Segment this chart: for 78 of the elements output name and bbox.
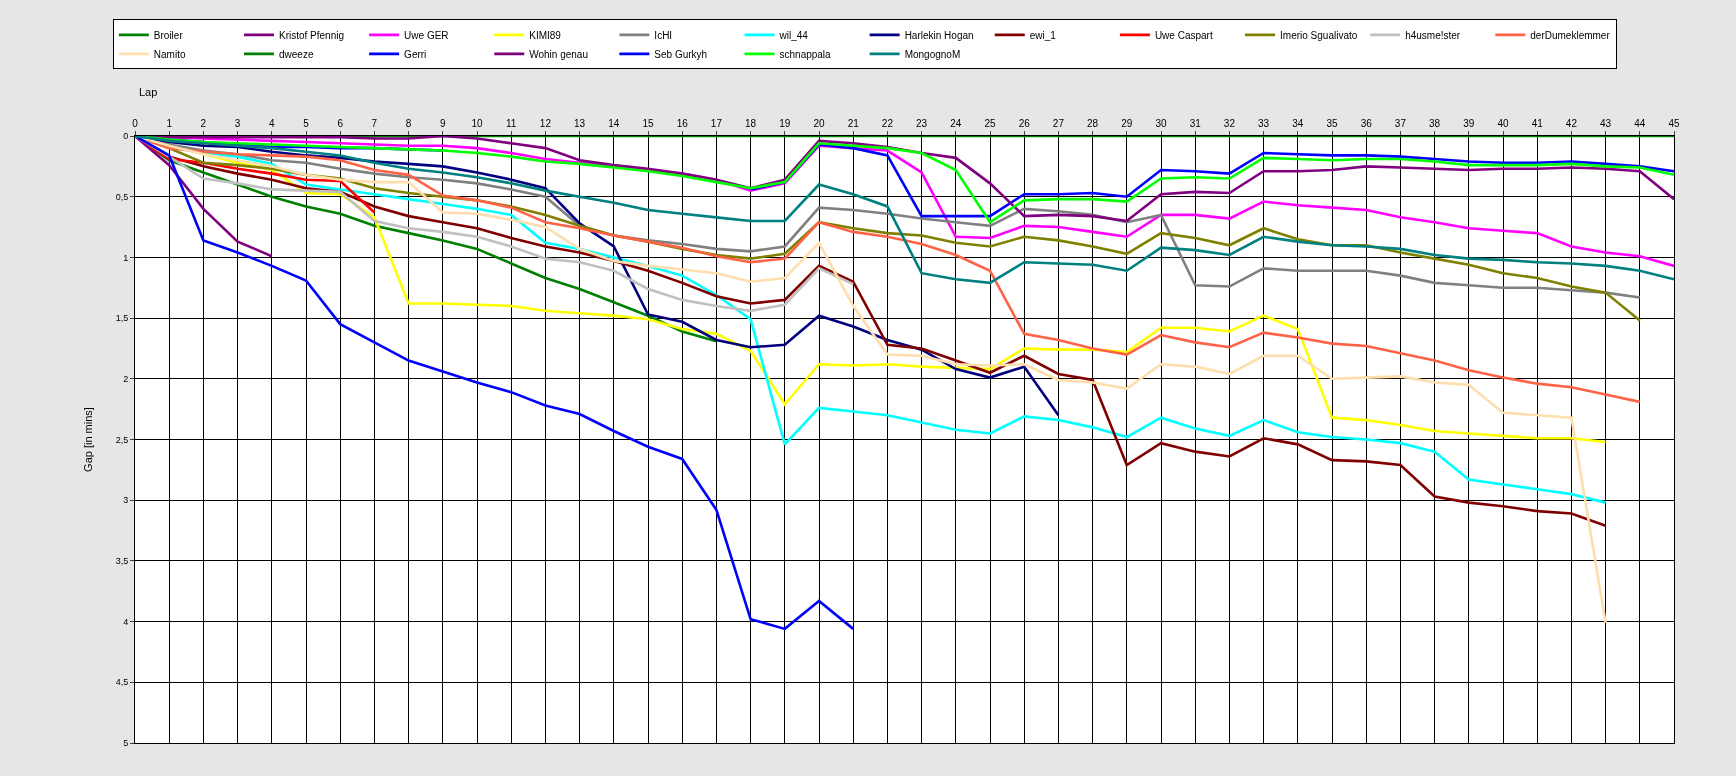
legend-label: KIMI89 <box>529 29 562 41</box>
x-tick-label: 17 <box>710 118 723 129</box>
y-tick-label: 3,5 <box>115 556 129 567</box>
x-tick-label: 6 <box>337 118 344 129</box>
x-tick-label: 24 <box>950 118 962 129</box>
x-tick-label: 18 <box>745 118 757 129</box>
x-tick-label: 2 <box>200 118 207 129</box>
y-tick-label: 2,5 <box>115 434 129 445</box>
legend-label: MongognoM <box>904 48 961 60</box>
x-tick-label: 15 <box>642 118 654 129</box>
y-tick-label: 1,5 <box>115 313 129 324</box>
x-tick-label: 4 <box>269 118 276 129</box>
y-tick-label: 4,5 <box>115 677 129 688</box>
legend-label: Seb Gurkyh <box>654 48 708 60</box>
y-tick-label: 0 <box>123 131 129 142</box>
x-tick-label: 42 <box>1565 118 1578 129</box>
x-tick-label: 5 <box>303 118 310 129</box>
x-tick-label: 13 <box>574 118 586 129</box>
legend-label: Gerri <box>404 48 427 60</box>
x-tick-label: 41 <box>1531 118 1544 129</box>
legend-label: Broiler <box>153 29 184 41</box>
x-tick-label: 23 <box>916 118 928 129</box>
x-tick-label: 28 <box>1087 118 1099 129</box>
legend-label: ewi_1 <box>1029 29 1057 41</box>
y-tick-label: 1 <box>123 252 129 263</box>
x-tick-label: 14 <box>608 118 620 129</box>
x-tick-label: 31 <box>1189 118 1202 129</box>
x-tick-label: 20 <box>813 118 825 129</box>
y-tick-label: 2 <box>123 373 129 384</box>
legend-label: Uwe Caspart <box>1154 29 1213 41</box>
x-tick-label: 45 <box>1668 118 1680 129</box>
x-tick-label: 0 <box>132 118 139 129</box>
x-tick-label: 40 <box>1497 118 1509 129</box>
y-tick-label: 3 <box>123 495 129 506</box>
x-tick-label: 3 <box>234 118 241 129</box>
x-tick-label: 33 <box>1258 118 1270 129</box>
y-tick-label: 5 <box>123 738 129 749</box>
x-tick-label: 44 <box>1634 118 1646 129</box>
x-tick-label: 7 <box>371 118 378 129</box>
legend-label: Namito <box>153 48 186 60</box>
legend-label: IcHI <box>654 29 673 41</box>
x-tick-label: 38 <box>1429 118 1441 129</box>
y-axis-title: Gap [in mins] <box>82 407 95 472</box>
x-tick-label: 26 <box>1018 118 1031 129</box>
x-tick-label: 11 <box>506 118 517 129</box>
legend-label: dweeze <box>278 48 314 60</box>
x-tick-label: 30 <box>1155 118 1167 129</box>
y-tick-label: 4 <box>123 616 129 627</box>
x-tick-label: 39 <box>1463 118 1475 129</box>
legend-label: h4usme!ster <box>1405 29 1461 41</box>
x-tick-label: 27 <box>1052 118 1065 129</box>
x-tick-label: 9 <box>440 118 447 129</box>
legend-label: derDumeklemmer <box>1530 29 1611 41</box>
legend-label: Imerio Sgualivato <box>1280 29 1358 41</box>
legend-label: Harlekin Hogan <box>904 29 974 41</box>
legend-label: Kristof Pfennig <box>278 29 345 41</box>
x-tick-label: 25 <box>984 118 996 129</box>
x-tick-label: 35 <box>1326 118 1338 129</box>
x-tick-label: 8 <box>405 118 412 129</box>
x-tick-label: 43 <box>1600 118 1612 129</box>
legend-label: Uwe GER <box>404 29 449 41</box>
x-tick-label: 21 <box>847 118 860 129</box>
x-tick-label: 10 <box>471 118 483 129</box>
x-tick-label: 22 <box>881 118 894 129</box>
x-tick-label: 37 <box>1394 118 1407 129</box>
x-tick-label: 16 <box>676 118 689 129</box>
legend-label: schnappala <box>779 48 832 60</box>
x-tick-label: 29 <box>1121 118 1133 129</box>
x-tick-label: 1 <box>166 118 173 129</box>
legend-label: wil_44 <box>778 29 809 41</box>
legend-label: Wohin genau <box>529 48 588 60</box>
x-tick-label: 36 <box>1360 118 1373 129</box>
x-tick-label: 34 <box>1292 118 1304 129</box>
x-tick-label: 32 <box>1223 118 1236 129</box>
x-axis-title: Lap <box>139 86 158 98</box>
x-tick-label: 12 <box>539 118 552 129</box>
x-tick-label: 19 <box>779 118 791 129</box>
y-tick-label: 0,5 <box>115 191 129 202</box>
